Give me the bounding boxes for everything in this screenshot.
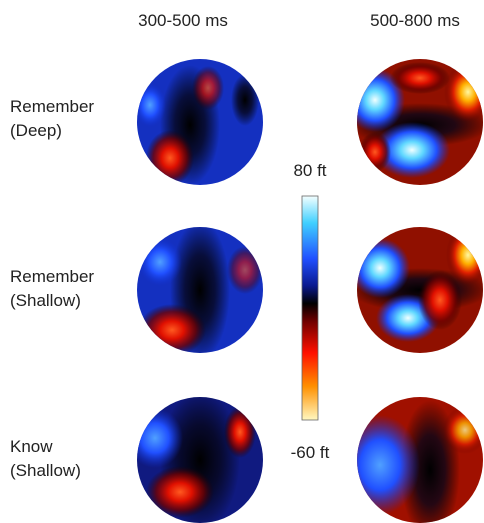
topomap (350, 225, 484, 365)
colorbar-max-label: 80 ft (293, 161, 326, 180)
topomap (127, 390, 270, 523)
column-header: 300-500 ms (138, 11, 228, 30)
row-label: Know (10, 437, 53, 456)
row-label: (Shallow) (10, 291, 81, 310)
row-label: (Shallow) (10, 461, 81, 480)
row-label: Remember (10, 97, 94, 116)
row-label: (Deep) (10, 121, 62, 140)
figure: 300-500 ms 500-800 ms Remember (Deep) Re… (0, 0, 484, 523)
column-header: 500-800 ms (370, 11, 460, 30)
colorbar (302, 196, 318, 420)
topomap (345, 55, 484, 195)
row-label: Remember (10, 267, 94, 286)
topomap (130, 55, 270, 195)
topomap (340, 395, 484, 523)
topomap (130, 220, 270, 365)
colorbar-min-label: -60 ft (291, 443, 330, 462)
